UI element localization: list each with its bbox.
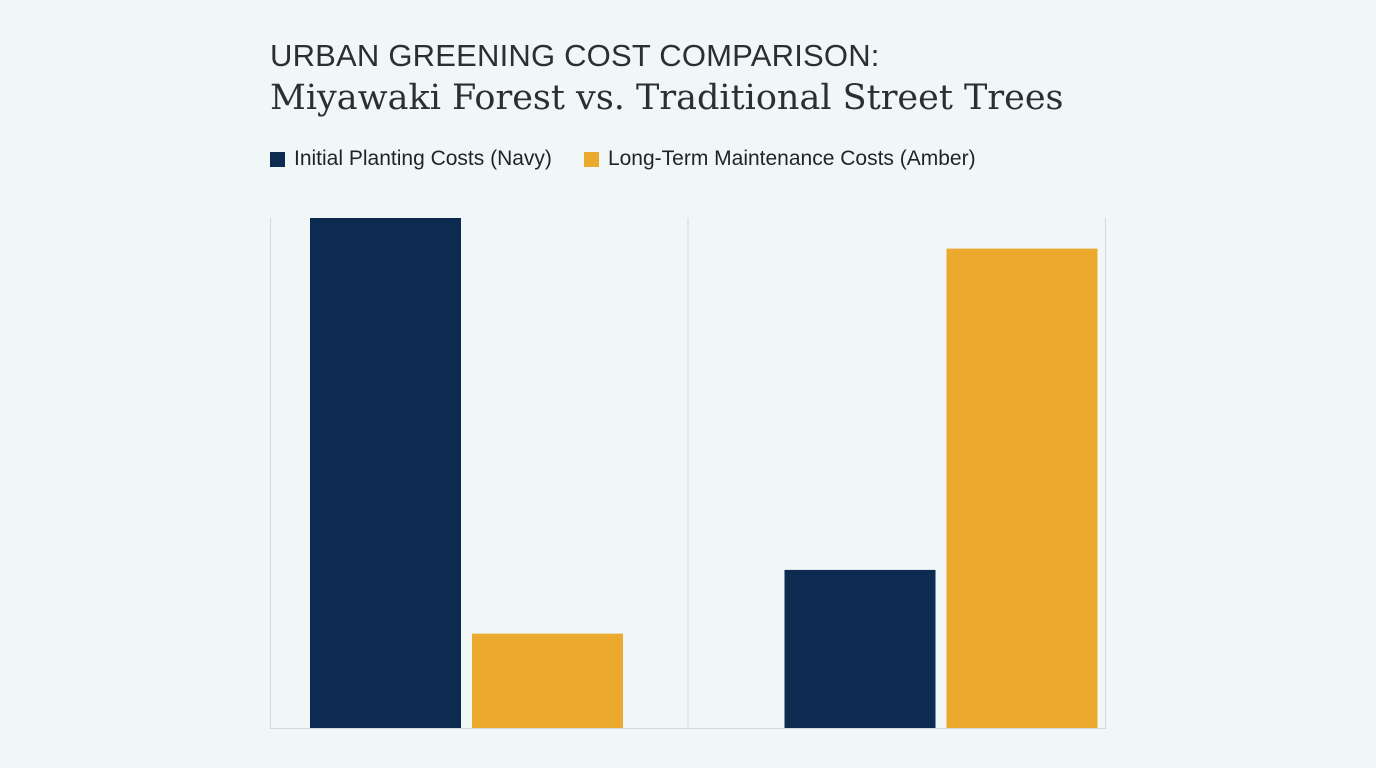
legend-item-initial-planting: Initial Planting Costs (Navy)	[270, 147, 552, 171]
legend-label-initial-planting: Initial Planting Costs (Navy)	[294, 147, 552, 170]
chart-title: URBAN GREENING COST COMPARISON:	[270, 38, 880, 73]
bar-category-0-series-1	[472, 633, 623, 728]
legend-item-maintenance: Long-Term Maintenance Costs (Amber)	[583, 147, 976, 171]
chart-subtitle: Miyawaki Forest vs. Traditional Street T…	[270, 78, 1064, 118]
legend-swatch-navy	[270, 151, 285, 167]
bar-category-0-series-0	[310, 218, 461, 728]
legend-swatch-amber	[583, 151, 599, 167]
bar-category-1-series-1	[946, 248, 1098, 728]
legend-label-maintenance: Long-Term Maintenance Costs (Amber)	[607, 147, 976, 170]
chart-legend: Initial Planting Costs (Navy) Long-Term …	[270, 147, 1008, 171]
bar-category-1-series-0	[784, 569, 936, 728]
